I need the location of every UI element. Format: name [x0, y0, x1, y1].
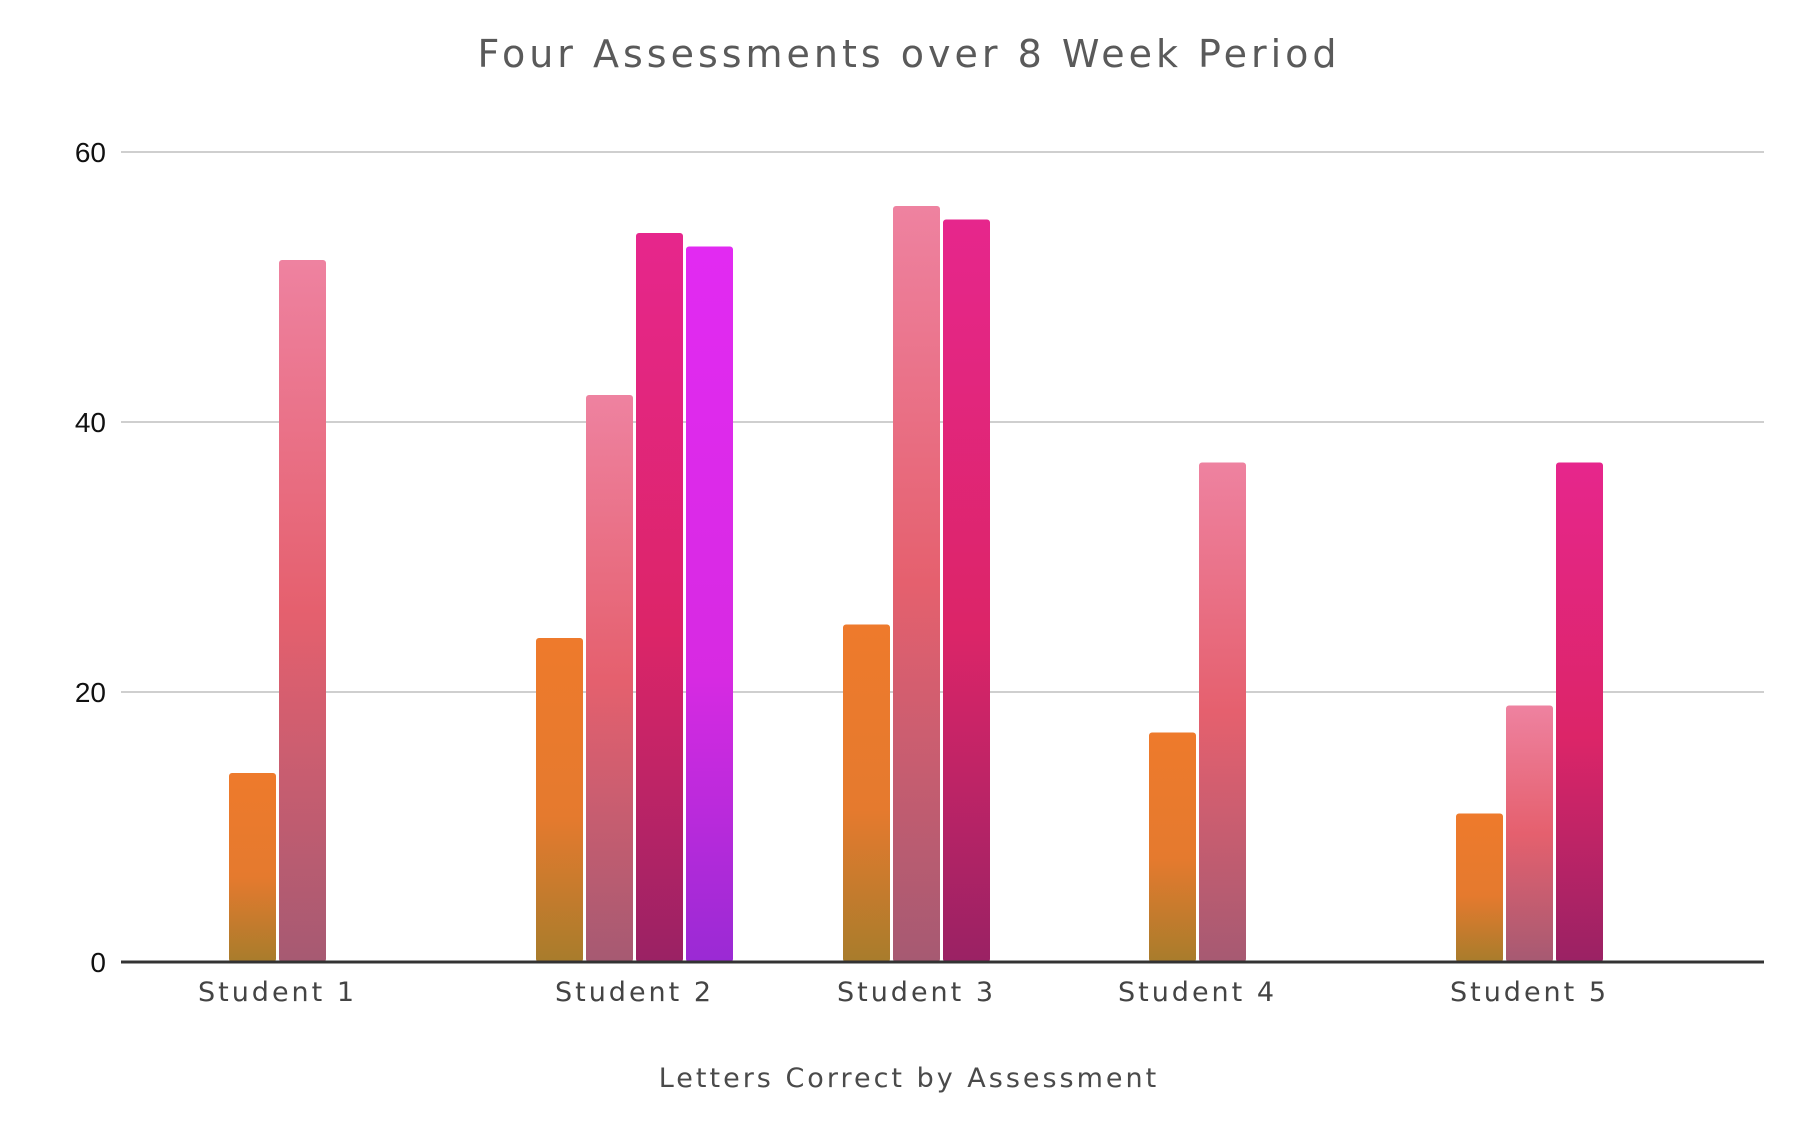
bar [1506, 705, 1553, 962]
bar [943, 219, 990, 962]
x-axis-ticks: Student 1 Student 2 Student 3 Student 4 Stud… [198, 977, 1609, 1008]
x-tick-label: Student 2 [555, 977, 714, 1008]
bar [229, 773, 276, 962]
y-axis-ticks: 0 20 40 60 [75, 137, 106, 978]
x-tick-label: Student 1 [198, 977, 357, 1008]
gridlines [121, 151, 1764, 693]
bar [1199, 462, 1246, 962]
bar [1149, 732, 1196, 962]
x-tick-label: Student 4 [1118, 977, 1277, 1008]
bar [636, 233, 683, 962]
y-tick-label: 40 [75, 407, 106, 438]
x-tick-label: Student 5 [1450, 977, 1609, 1008]
bar [1456, 813, 1503, 962]
bars [229, 206, 1603, 962]
bar [893, 206, 940, 962]
x-tick-label: Student 3 [837, 977, 996, 1008]
bar [1556, 462, 1603, 962]
bar [586, 395, 633, 962]
bar [279, 260, 326, 962]
bar [686, 246, 733, 962]
y-tick-label: 20 [75, 677, 106, 708]
bar [536, 638, 583, 962]
y-tick-label: 0 [90, 947, 106, 978]
chart-title: Four Assessments over 8 Week Period [477, 32, 1340, 76]
x-axis-label: Letters Correct by Assessment [659, 1063, 1160, 1094]
y-tick-label: 60 [75, 137, 106, 168]
bar [843, 624, 890, 962]
